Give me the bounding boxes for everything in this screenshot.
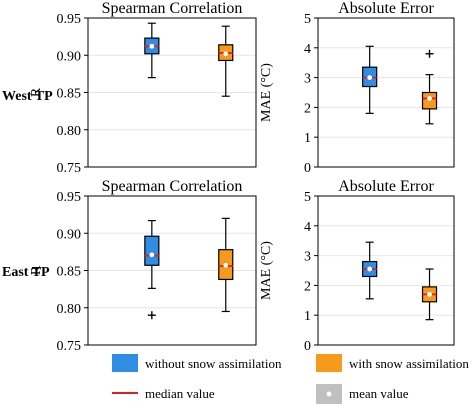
y-tick-label: 0.85 — [57, 265, 82, 280]
row-label-west: West TP — [2, 89, 53, 104]
y-axis-label: MAE (°C) — [259, 241, 274, 300]
y-axis-label: R — [29, 87, 44, 97]
outlier-marker — [425, 49, 434, 58]
legend-label-without: without snow assimilation — [145, 356, 282, 371]
mean-marker — [149, 43, 155, 49]
mean-marker — [427, 291, 432, 297]
legend-label-median: median value — [145, 386, 215, 401]
panel-2: 0.75 0.80 0.85 0.90 0.95 Spearman Correlation… — [29, 178, 257, 354]
mean-marker — [367, 75, 373, 80]
y-tick-label: 0.80 — [57, 124, 82, 139]
box-with — [421, 268, 438, 321]
plot-frame — [87, 195, 257, 346]
panels-group: 0.75 0.80 0.85 0.90 0.95 Spearman Correlation… — [29, 0, 455, 354]
chart-title: Spearman Correlation — [102, 0, 243, 17]
y-axis-label: MAE (°C) — [259, 63, 274, 122]
y-tick-label: 5 — [304, 190, 311, 205]
y-tick-label: 1 — [304, 131, 311, 146]
legend-label-mean: mean value — [349, 386, 409, 401]
legend-label-with: with snow assimilation — [349, 356, 469, 371]
y-tick-label: 0.90 — [57, 49, 82, 64]
y-tick-label: 0.75 — [57, 161, 82, 176]
panel-1: 0 1 2 3 4 5 Absolute Error MAE (°C) — [259, 0, 455, 176]
mean-marker — [223, 262, 229, 268]
outlier-marker — [147, 311, 156, 320]
y-tick-label: 5 — [304, 12, 311, 27]
y-tick-label: 2 — [304, 101, 311, 116]
y-tick-label: 0 — [304, 161, 311, 176]
y-tick-label: 0.90 — [57, 227, 82, 242]
mean-marker — [149, 252, 155, 258]
iqr-box — [144, 235, 160, 266]
box-with — [421, 49, 438, 125]
legend: without snow assimilation with snow assim… — [112, 354, 469, 404]
mean-marker — [367, 266, 373, 272]
mean-marker — [223, 51, 229, 57]
y-axis-label: R — [29, 265, 44, 275]
chart-title: Absolute Error — [338, 0, 434, 17]
y-tick-label: 0.75 — [57, 339, 82, 354]
box-without — [144, 22, 160, 79]
plot-frame — [317, 17, 455, 168]
y-tick-label: 1 — [304, 309, 311, 324]
y-tick-label: 0.85 — [57, 87, 82, 102]
box-with — [218, 217, 234, 313]
mean-marker — [427, 96, 432, 101]
chart-title: Absolute Error — [338, 178, 434, 195]
panel-0: 0.75 0.80 0.85 0.90 0.95 Spearman Correlation… — [29, 0, 257, 176]
chart-title: Spearman Correlation — [102, 178, 243, 195]
y-tick-label: 4 — [304, 42, 311, 57]
y-tick-label: 3 — [304, 72, 311, 87]
y-tick-label: 2 — [304, 279, 311, 294]
box-without — [362, 241, 378, 300]
y-tick-label: 0.95 — [57, 190, 82, 205]
legend-mean-dot — [326, 391, 332, 397]
box-with — [218, 25, 234, 97]
legend-swatch-with — [316, 354, 342, 372]
plot-frame — [87, 17, 257, 168]
panel-3: 0 1 2 3 4 5 Absolute Error MAE (°C) — [259, 178, 455, 354]
box-without — [144, 219, 160, 320]
y-tick-label: 0 — [304, 339, 311, 354]
y-tick-label: 4 — [304, 220, 311, 235]
legend-swatch-without — [112, 354, 138, 372]
box-without — [362, 45, 378, 114]
y-tick-label: 0.80 — [57, 302, 82, 317]
plot-frame — [317, 195, 455, 346]
y-tick-label: 0.95 — [57, 12, 82, 27]
row-label-east: East TP — [2, 265, 50, 280]
y-tick-label: 3 — [304, 250, 311, 265]
